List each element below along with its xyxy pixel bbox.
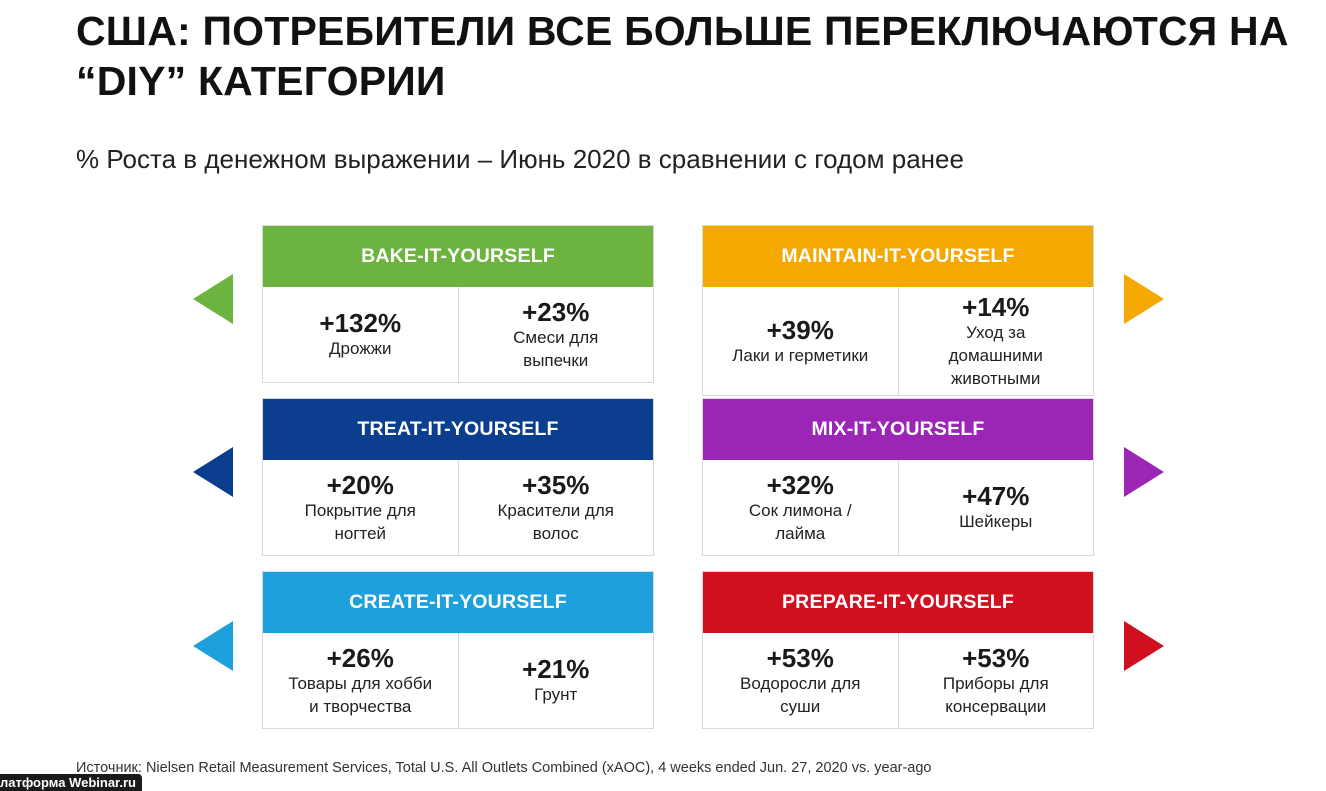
card-header: MAINTAIN-IT-YOURSELF [703,226,1093,287]
card-header: MIX-IT-YOURSELF [703,399,1093,460]
card-header: PREPARE-IT-YOURSELF [703,572,1093,633]
stat-cell: +47% Шейкеры [897,460,1094,555]
stat-value: +23% [522,296,590,327]
stat-value: +32% [766,469,834,500]
arrow-right-purple-icon [1124,447,1164,497]
page-title: США: ПОТРЕБИТЕЛИ ВСЕ БОЛЬШЕ ПЕРЕКЛЮЧАЮТС… [76,8,1289,104]
stat-value: +21% [522,654,590,684]
stat-label: Грунт [534,685,578,704]
stat-cell: +21% Грунт [457,633,654,728]
stat-label: Покрытие для ногтей [304,500,416,543]
stat-value: +39% [766,314,834,345]
stat-value: +132% [319,308,402,338]
card-header: CREATE-IT-YOURSELF [263,572,653,633]
category-card-treat: TREAT-IT-YOURSELF +20% Покрытие для ногт… [263,399,653,555]
stat-label: Сок лимона / лайма [748,500,852,543]
stat-label: Лаки и герметики [732,345,869,365]
stat-cell: +14% Уход за домашними животными [897,287,1094,395]
page-subtitle: % Роста в денежном выражении – Июнь 2020… [76,144,964,174]
arrow-left-lightblue-icon [193,621,233,671]
source-note: Источник: Nielsen Retail Measurement Ser… [76,760,932,776]
card-header: BAKE-IT-YOURSELF [263,226,653,287]
stat-value: +53% [962,642,1030,673]
stat-label: Дрожжи [329,339,392,358]
stat-value: +14% [962,291,1030,322]
category-card-prepare: PREPARE-IT-YOURSELF +53% Водоросли для с… [703,572,1093,728]
stat-cell: +26% Товары для хобби и творчества [263,633,458,728]
category-card-bake: BAKE-IT-YOURSELF +132% Дрожжи +23% Смеси… [263,226,653,382]
stat-label: Красители для волос [497,500,614,543]
stat-value: +26% [326,642,394,673]
stat-value: +20% [326,469,394,500]
arrow-left-blue-icon [193,447,233,497]
stat-value: +53% [766,642,834,673]
stat-value: +47% [962,481,1030,511]
stat-label: Шейкеры [959,512,1033,531]
stat-cell: +23% Смеси для выпечки [457,287,654,382]
stat-cell: +20% Покрытие для ногтей [263,460,458,555]
stat-value: +35% [522,469,590,500]
stat-label: Уход за домашними животными [948,322,1043,388]
stat-label: Водоросли для суши [740,673,861,716]
category-card-mix: MIX-IT-YOURSELF +32% Сок лимона / лайма … [703,399,1093,555]
stat-cell: +132% Дрожжи [263,287,458,382]
stat-cell: +32% Сок лимона / лайма [703,460,898,555]
arrow-right-red-icon [1124,621,1164,671]
stat-cell: +39% Лаки и герметики [703,287,898,395]
category-card-maintain: MAINTAIN-IT-YOURSELF +39% Лаки и гермети… [703,226,1093,395]
stat-label: Смеси для выпечки [513,327,599,370]
arrow-left-green-icon [193,274,233,324]
webinar-watermark: латформа Webinar.ru [0,774,142,791]
stat-label: Приборы для консервации [942,673,1049,716]
stat-label: Товары для хобби и творчества [288,673,433,716]
stat-cell: +35% Красители для волос [457,460,654,555]
arrow-right-orange-icon [1124,274,1164,324]
category-card-create: CREATE-IT-YOURSELF +26% Товары для хобби… [263,572,653,728]
stat-cell: +53% Водоросли для суши [703,633,898,728]
stat-cell: +53% Приборы для консервации [897,633,1094,728]
card-header: TREAT-IT-YOURSELF [263,399,653,460]
